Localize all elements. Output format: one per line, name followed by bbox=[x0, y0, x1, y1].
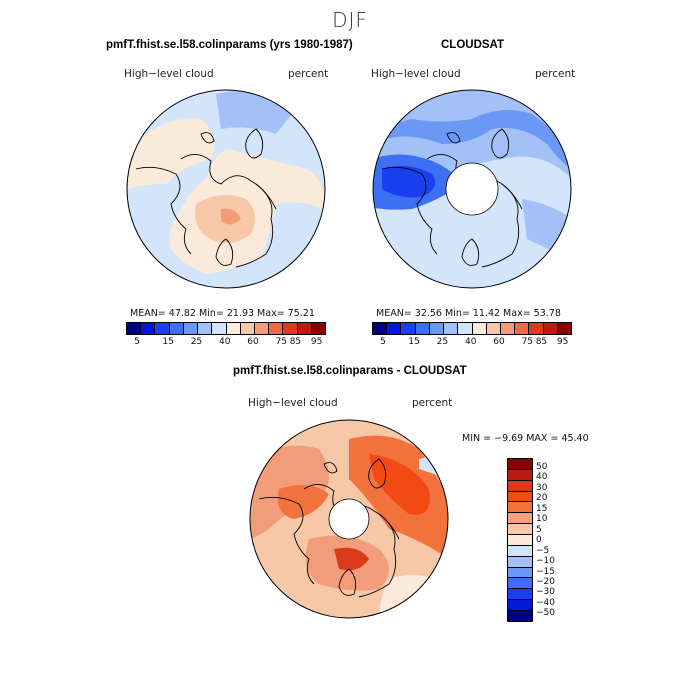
colorbar-tick-label: 5 bbox=[134, 337, 140, 347]
colorbar-swatch bbox=[283, 323, 298, 334]
colorbar-swatch bbox=[508, 524, 532, 536]
colorbar-swatch bbox=[373, 323, 388, 334]
colorbar-swatch bbox=[515, 323, 530, 334]
colorbar-swatch bbox=[127, 323, 142, 334]
colorbar-tick-label: 0 bbox=[536, 535, 542, 546]
diff-polar-map bbox=[249, 419, 449, 619]
colorbar-tick-label: 40 bbox=[536, 472, 548, 483]
colorbar-tick-label: 15 bbox=[162, 337, 174, 347]
colorbar-tick-label: −20 bbox=[536, 576, 555, 587]
colorbar-swatch bbox=[444, 323, 459, 334]
colorbar-swatch bbox=[458, 323, 473, 334]
colorbar-tick-label: −15 bbox=[536, 566, 555, 577]
colorbar-swatch bbox=[557, 323, 572, 334]
colorbar-swatch bbox=[387, 323, 402, 334]
colorbar-tick-label: 5 bbox=[536, 524, 542, 535]
colorbar-swatch bbox=[311, 323, 326, 334]
colorbar-tick-label: 20 bbox=[536, 493, 548, 504]
obs-polar-map bbox=[372, 89, 572, 289]
colorbar-tick-label: −5 bbox=[536, 545, 550, 556]
colorbar-swatch bbox=[401, 323, 416, 334]
obs-units-label: percent bbox=[535, 68, 576, 80]
obs-colorbar bbox=[372, 322, 572, 335]
colorbar-swatch bbox=[240, 323, 255, 334]
colorbar-swatch bbox=[508, 480, 532, 492]
model-units-label: percent bbox=[288, 68, 329, 80]
colorbar-swatch bbox=[508, 535, 532, 546]
colorbar-tick-label: 10 bbox=[536, 514, 548, 525]
colorbar-swatch bbox=[486, 323, 501, 334]
colorbar-tick-label: 25 bbox=[190, 337, 203, 347]
obs-stats: MEAN= 32.56 Min= 11.42 Max= 53.78 bbox=[376, 308, 561, 319]
diff-minmax-stats: MIN = −9.69 MAX = 45.40 bbox=[462, 433, 589, 444]
colorbar-swatch bbox=[198, 323, 213, 334]
colorbar-tick-label: 85 bbox=[535, 337, 548, 347]
colorbar-tick-label: −50 bbox=[536, 608, 555, 619]
colorbar-swatch bbox=[508, 545, 532, 557]
colorbar-tick-label: −10 bbox=[536, 556, 555, 567]
colorbar-tick-label: −40 bbox=[536, 597, 555, 608]
diff-variable-label: High−level cloud bbox=[248, 397, 338, 409]
colorbar-swatch bbox=[269, 323, 284, 334]
colorbar-swatch bbox=[508, 491, 532, 503]
colorbar-tick-label: 15 bbox=[408, 337, 420, 347]
colorbar-swatch bbox=[543, 323, 558, 334]
colorbar-tick-label: 25 bbox=[436, 337, 449, 347]
colorbar-tick-label: 95 bbox=[556, 337, 569, 347]
colorbar-swatch bbox=[508, 611, 532, 621]
obs-variable-label: High−level cloud bbox=[371, 68, 461, 80]
colorbar-swatch bbox=[529, 323, 544, 334]
colorbar-swatch bbox=[254, 323, 270, 334]
model-coastlines bbox=[135, 128, 277, 268]
colorbar-swatch bbox=[500, 323, 516, 334]
colorbar-swatch bbox=[508, 469, 532, 481]
colorbar-swatch bbox=[169, 323, 184, 334]
colorbar-swatch bbox=[508, 513, 532, 525]
colorbar-tick-label: 5 bbox=[380, 337, 386, 347]
colorbar-tick-label: 85 bbox=[289, 337, 302, 347]
colorbar-swatch bbox=[297, 323, 312, 334]
colorbar-swatch bbox=[141, 323, 156, 334]
colorbar-swatch bbox=[183, 323, 199, 334]
colorbar-tick-label: 15 bbox=[536, 503, 548, 514]
colorbar-swatch bbox=[508, 578, 532, 590]
colorbar-swatch bbox=[429, 323, 445, 334]
colorbar-tick-label: 60 bbox=[493, 337, 505, 347]
colorbar-tick-label: 75 bbox=[275, 337, 288, 347]
colorbar-tick-label: 75 bbox=[521, 337, 534, 347]
diff-units-label: percent bbox=[412, 397, 453, 409]
model-stats: MEAN= 47.82 Min= 21.93 Max= 75.21 bbox=[130, 308, 315, 319]
obs-panel-title: CLOUDSAT bbox=[441, 39, 505, 51]
figure-season-title: DJF bbox=[332, 8, 368, 32]
colorbar-tick-label: 95 bbox=[310, 337, 323, 347]
colorbar-swatch bbox=[508, 459, 532, 470]
model-variable-label: High−level cloud bbox=[124, 68, 214, 80]
colorbar-tick-label: −30 bbox=[536, 587, 555, 598]
colorbar-swatch bbox=[508, 567, 532, 579]
colorbar-swatch bbox=[155, 323, 170, 334]
colorbar-swatch bbox=[212, 323, 227, 334]
diff-panel-title: pmfT.fhist.se.l58.colinparams - CLOUDSAT bbox=[233, 365, 467, 377]
colorbar-swatch bbox=[508, 502, 532, 514]
diff-colorbar bbox=[507, 458, 533, 622]
colorbar-swatch bbox=[508, 589, 532, 601]
colorbar-swatch bbox=[508, 556, 532, 568]
colorbar-swatch bbox=[508, 600, 532, 612]
colorbar-swatch bbox=[226, 323, 241, 334]
diff-polar-data-gap bbox=[328, 498, 370, 540]
model-polar-map bbox=[126, 89, 326, 289]
colorbar-tick-label: 40 bbox=[219, 337, 231, 347]
colorbar-swatch bbox=[415, 323, 430, 334]
colorbar-tick-label: 30 bbox=[536, 482, 548, 493]
colorbar-swatch bbox=[472, 323, 487, 334]
model-panel-title: pmfT.fhist.se.l58.colinparams (yrs 1980-… bbox=[106, 39, 353, 51]
colorbar-tick-label: 60 bbox=[247, 337, 259, 347]
model-colorbar bbox=[126, 322, 326, 335]
colorbar-tick-label: 40 bbox=[465, 337, 477, 347]
obs-polar-data-gap bbox=[445, 162, 499, 216]
colorbar-tick-label: 50 bbox=[536, 462, 548, 472]
